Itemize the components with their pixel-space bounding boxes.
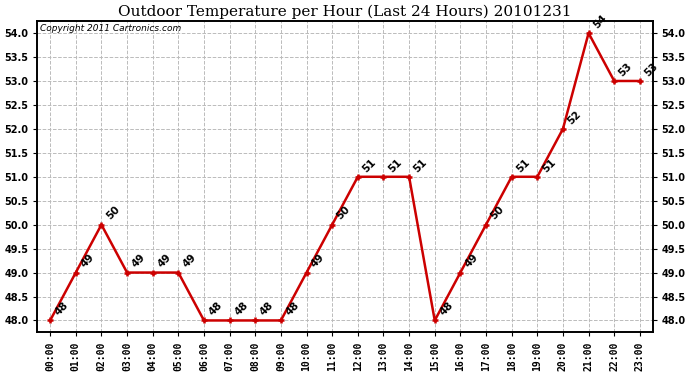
Text: 49: 49 (155, 252, 172, 270)
Text: 50: 50 (104, 205, 121, 222)
Text: 50: 50 (489, 205, 506, 222)
Text: 49: 49 (130, 252, 147, 270)
Text: 49: 49 (79, 252, 96, 270)
Text: 48: 48 (258, 300, 275, 318)
Text: 49: 49 (463, 252, 480, 270)
Text: 51: 51 (412, 157, 429, 174)
Text: 54: 54 (591, 13, 609, 30)
Text: 49: 49 (181, 252, 199, 270)
Text: 48: 48 (53, 300, 70, 318)
Text: 50: 50 (335, 205, 353, 222)
Text: 48: 48 (207, 300, 224, 318)
Text: 51: 51 (515, 157, 532, 174)
Text: 49: 49 (309, 252, 326, 270)
Text: 51: 51 (540, 157, 558, 174)
Text: 48: 48 (437, 300, 455, 318)
Text: 51: 51 (386, 157, 404, 174)
Text: 53: 53 (617, 61, 634, 78)
Text: 53: 53 (642, 61, 660, 78)
Text: 48: 48 (284, 300, 301, 318)
Text: 51: 51 (361, 157, 378, 174)
Text: Copyright 2011 Cartronics.com: Copyright 2011 Cartronics.com (41, 24, 181, 33)
Text: 48: 48 (233, 300, 250, 318)
Text: 52: 52 (566, 109, 583, 126)
Title: Outdoor Temperature per Hour (Last 24 Hours) 20101231: Outdoor Temperature per Hour (Last 24 Ho… (118, 4, 572, 18)
